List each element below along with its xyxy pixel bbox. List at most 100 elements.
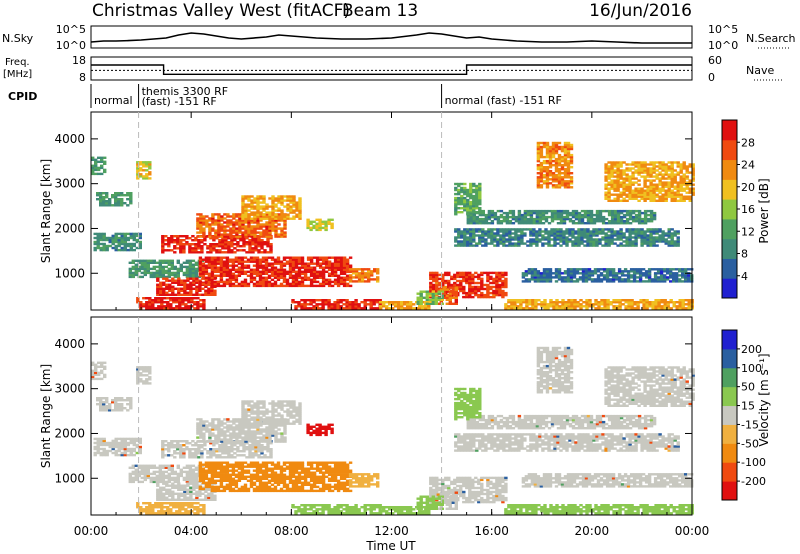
power-cell xyxy=(636,303,640,306)
power-cell xyxy=(217,221,221,224)
power-cell xyxy=(348,276,353,279)
power-cell xyxy=(487,213,492,217)
power-cell xyxy=(303,272,308,275)
power-cell xyxy=(618,299,622,302)
power-cell xyxy=(475,205,479,208)
power-cell xyxy=(155,265,159,269)
power-cell xyxy=(622,220,627,223)
power-cell xyxy=(472,240,476,243)
power-cell xyxy=(637,191,641,194)
power-cell xyxy=(670,167,674,170)
power-cell xyxy=(490,215,495,219)
power-cell xyxy=(656,280,661,283)
power-cell xyxy=(336,305,340,308)
power-cell xyxy=(244,203,248,206)
power-cell xyxy=(183,285,187,288)
power-cell xyxy=(572,276,577,279)
power-cell xyxy=(262,215,266,218)
power-cell xyxy=(179,269,183,273)
power-cell xyxy=(649,175,653,178)
power-cell xyxy=(652,230,656,233)
power-cell xyxy=(613,187,617,190)
power-cell xyxy=(569,155,574,159)
power-cell xyxy=(604,191,608,194)
power-cell xyxy=(422,296,426,299)
power-cell xyxy=(672,278,676,281)
power-cell xyxy=(666,268,670,271)
power-cell xyxy=(241,221,245,224)
power-cell xyxy=(601,215,606,219)
power-cell xyxy=(255,256,260,259)
power-cell xyxy=(447,279,451,283)
velocity-cell xyxy=(129,447,133,451)
power-cell xyxy=(678,307,682,310)
power-cell xyxy=(142,169,146,172)
power-cell xyxy=(282,262,287,265)
power-cell xyxy=(545,151,550,155)
power-cell xyxy=(209,237,213,240)
power-cell xyxy=(619,230,623,233)
power-cell xyxy=(324,270,329,273)
power-cell xyxy=(528,303,532,306)
power-cell xyxy=(324,258,329,261)
power-cell xyxy=(249,274,254,277)
power-cell xyxy=(219,272,224,275)
power-cell xyxy=(128,273,132,277)
power-cell xyxy=(432,279,436,283)
power-cell xyxy=(542,182,547,185)
power-cell xyxy=(477,287,481,291)
power-cell xyxy=(336,284,341,288)
power-cell xyxy=(656,270,661,273)
power-cell xyxy=(336,280,341,284)
power-cell xyxy=(234,264,239,267)
power-cell xyxy=(288,272,293,275)
velocity-cell xyxy=(111,445,115,449)
power-cell xyxy=(315,226,319,230)
power-cell xyxy=(601,244,605,247)
power-cell xyxy=(96,234,100,238)
power-cell xyxy=(292,197,296,200)
power-cell xyxy=(182,239,186,242)
power-cell xyxy=(468,287,472,291)
power-cell xyxy=(199,231,203,234)
power-cell xyxy=(223,227,227,230)
power-cell xyxy=(342,299,346,302)
power-cell xyxy=(247,225,251,228)
power-cell xyxy=(155,261,159,264)
power-cell xyxy=(538,222,543,225)
power-cell xyxy=(228,260,233,263)
power-cell xyxy=(511,217,516,221)
power-cell xyxy=(637,167,641,170)
power-cell xyxy=(613,211,618,215)
power-cell xyxy=(300,307,304,310)
power-cell xyxy=(463,192,467,196)
power-cell xyxy=(297,272,302,275)
power-cell xyxy=(291,282,296,286)
power-cell xyxy=(631,177,635,180)
power-cell xyxy=(255,284,260,288)
power-cell xyxy=(586,215,591,219)
power-cell xyxy=(267,280,272,284)
power-cell xyxy=(345,262,350,265)
power-cell xyxy=(123,244,127,248)
velocity-cell xyxy=(105,399,109,402)
power-cell xyxy=(472,220,476,223)
power-cell xyxy=(525,303,529,306)
power-cell xyxy=(369,307,373,310)
power-cell xyxy=(241,209,245,212)
power-cell xyxy=(613,161,617,164)
power-cell xyxy=(252,264,257,267)
power-cell xyxy=(258,280,263,284)
power-cell xyxy=(457,196,461,200)
power-cell xyxy=(286,195,290,198)
power-cell xyxy=(224,247,228,250)
power-cell xyxy=(554,280,559,283)
power-cell xyxy=(637,215,642,219)
power-cell xyxy=(691,179,695,182)
power-cell xyxy=(169,297,173,300)
power-cell xyxy=(342,264,347,267)
power-cell xyxy=(481,213,485,217)
power-cell xyxy=(469,215,473,219)
power-cell xyxy=(540,305,544,308)
power-cell xyxy=(257,239,261,242)
